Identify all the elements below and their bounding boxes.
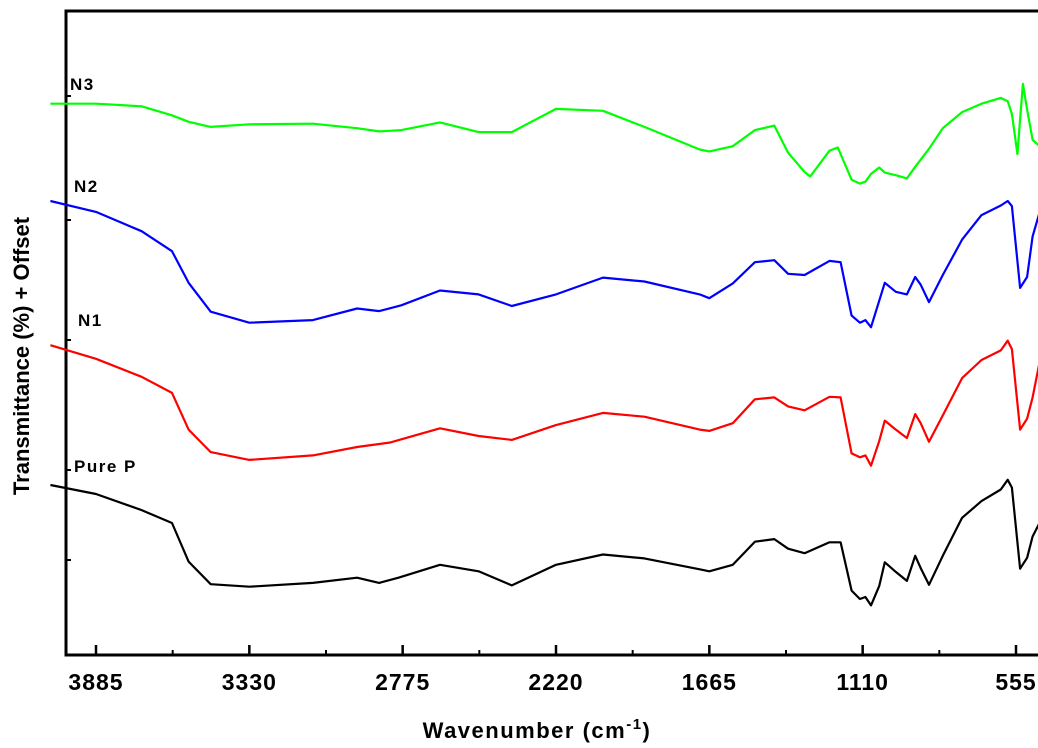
- series-label: Pure P: [74, 457, 137, 476]
- tick-marks: [66, 95, 1018, 655]
- y-axis-title: Transmittance (%) + Offset: [9, 216, 34, 495]
- x-tick-label: 2220: [528, 669, 583, 695]
- series-labels: Pure P N1 N2 N3: [70, 75, 137, 476]
- x-axis-title-sup: -1: [626, 716, 642, 733]
- plot-frame: [64, 9, 1038, 657]
- x-tick-label: 3330: [222, 669, 277, 695]
- x-tick-label: 3885: [68, 669, 123, 695]
- x-tick-label: 1110: [836, 669, 889, 695]
- series-line: [50, 339, 1038, 467]
- series-line: [50, 478, 1038, 607]
- x-tick-label: 1665: [682, 669, 737, 695]
- series-label: N2: [74, 177, 99, 196]
- series-line: [50, 199, 1038, 329]
- x-axis-title: Wavenumber (cm-1): [423, 716, 652, 743]
- x-tick-label: 555: [995, 669, 1036, 695]
- series-line: [50, 82, 1038, 185]
- spectra: [50, 82, 1038, 607]
- series-label: N3: [70, 75, 95, 94]
- series-label: N1: [78, 311, 103, 330]
- x-tick-label: 2775: [375, 669, 430, 695]
- x-tick-labels: 3885 3330 2775 2220 1665 1110 555: [68, 669, 1036, 695]
